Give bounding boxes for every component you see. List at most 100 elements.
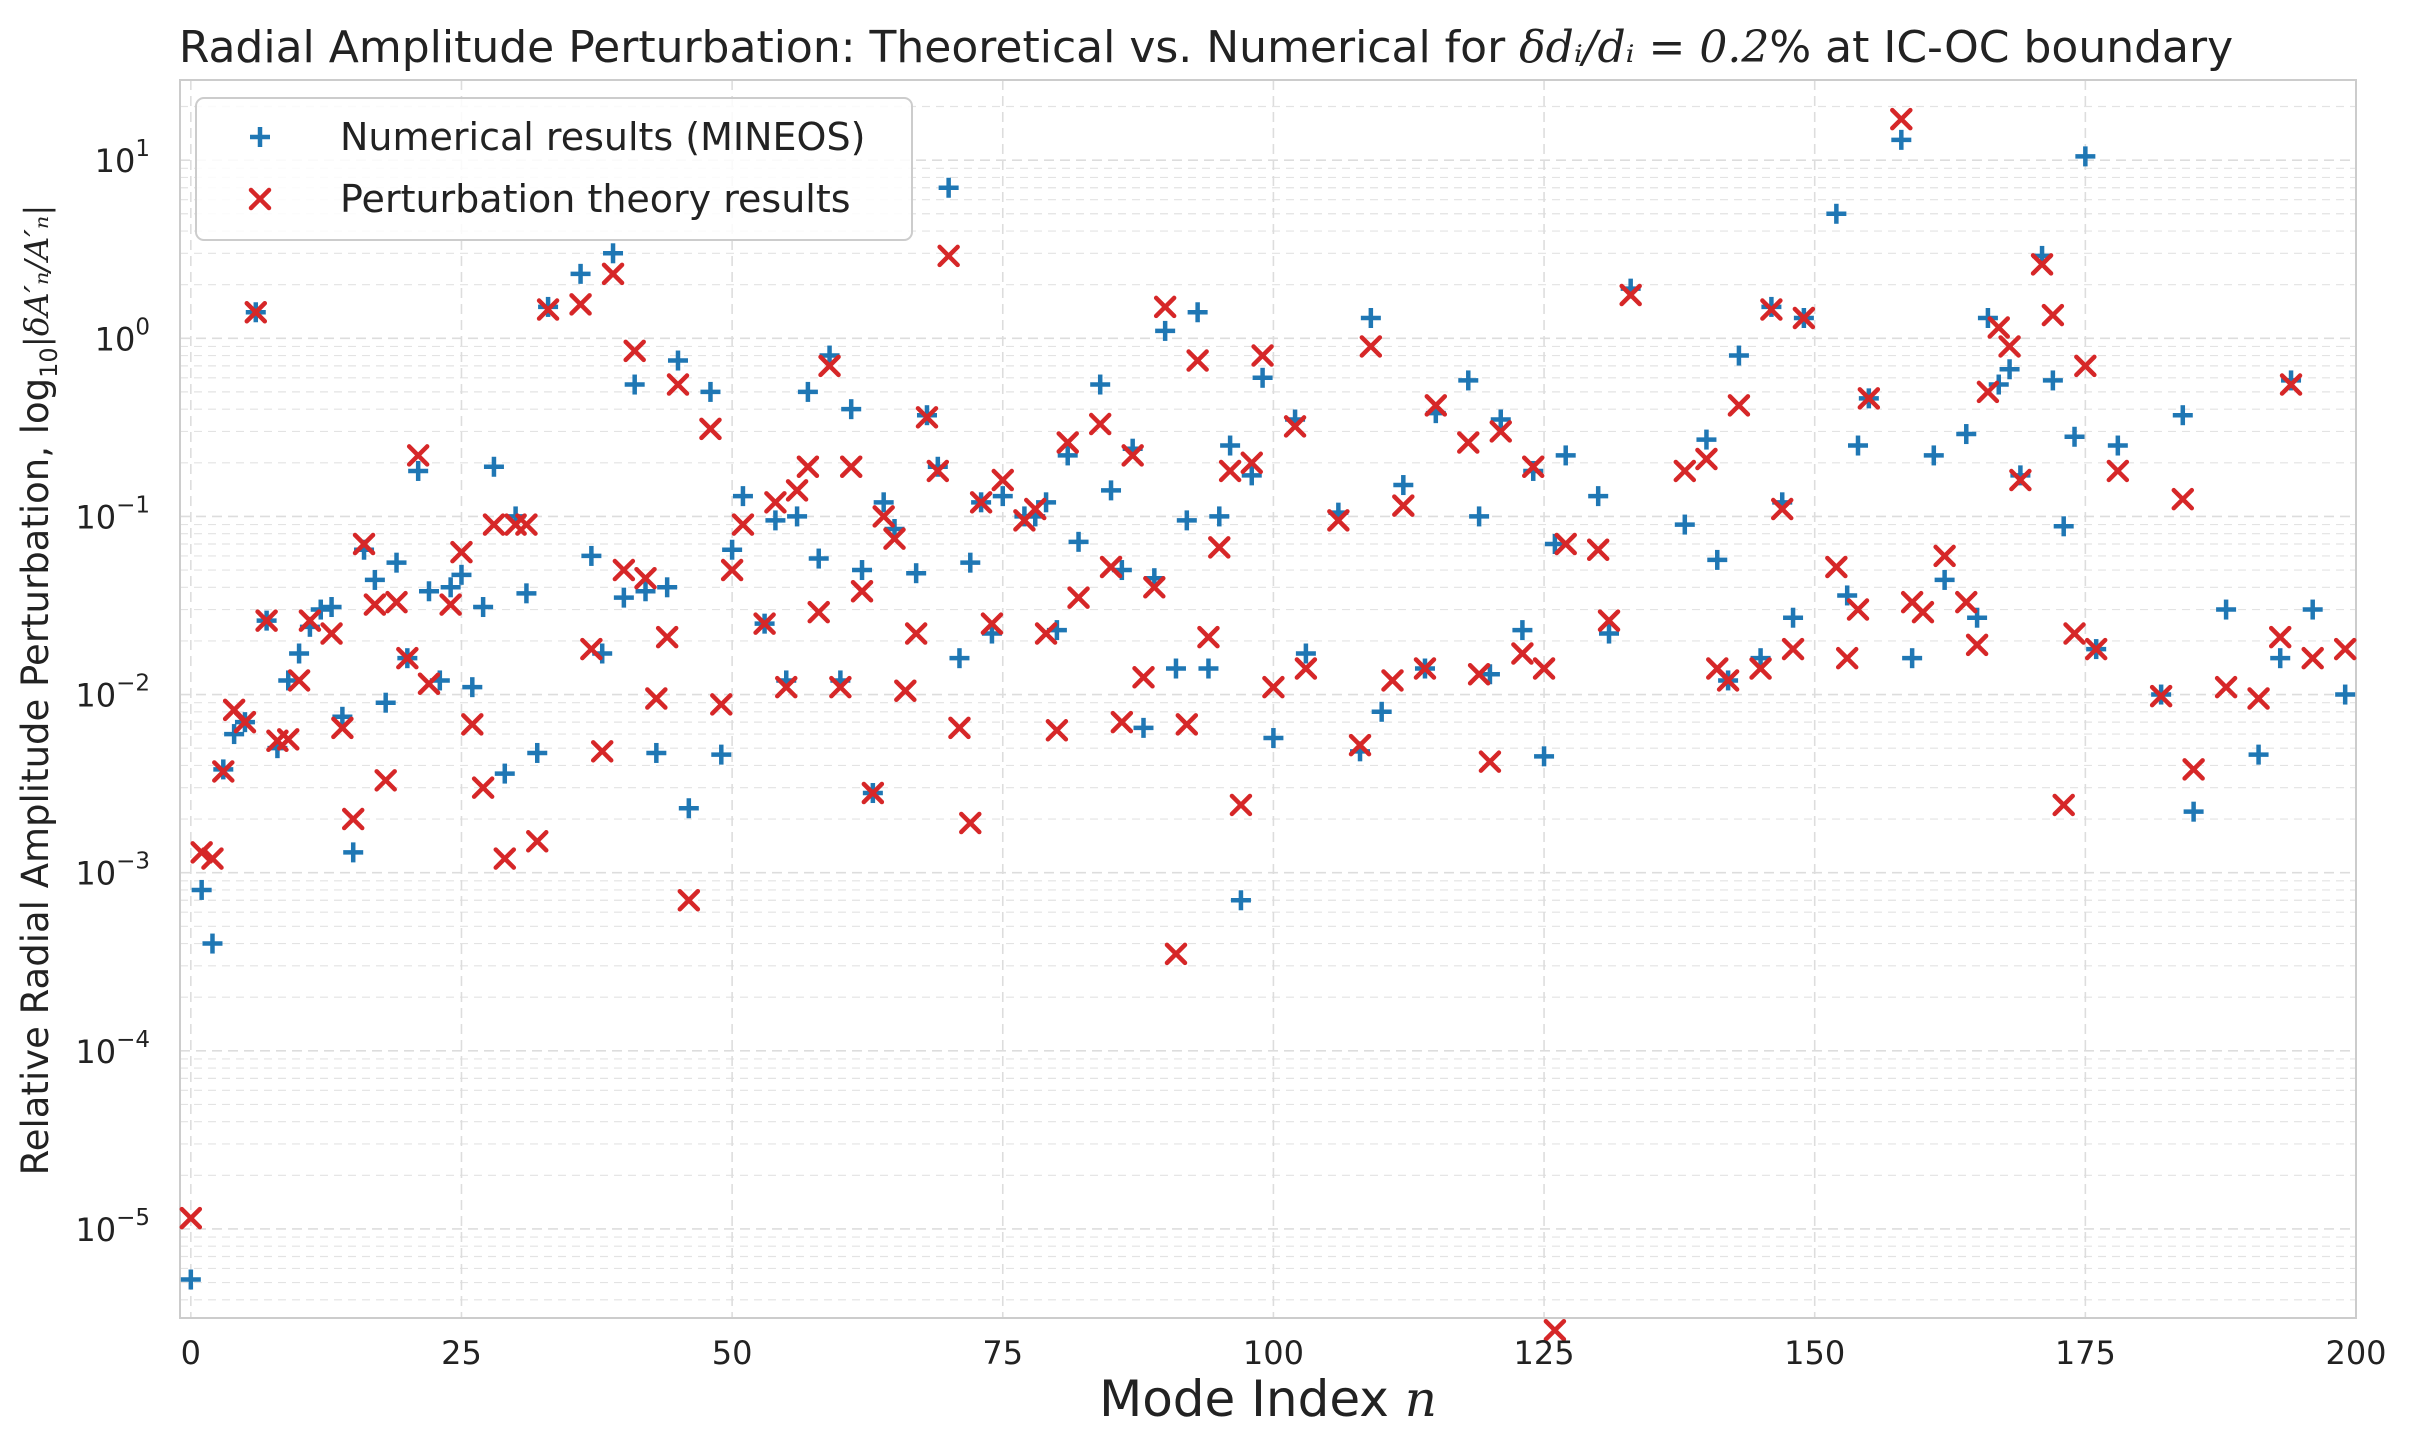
data-point-theory — [1597, 609, 1621, 632]
data-point-theory — [850, 580, 874, 603]
minor-grid — [180, 105, 2356, 1301]
data-point-numerical — [819, 345, 840, 366]
data-point-theory — [1294, 657, 1318, 680]
data-point-theory — [655, 625, 679, 649]
data-point-theory — [2009, 468, 2032, 492]
data-point-theory — [255, 609, 278, 632]
data-point-numerical — [2302, 599, 2323, 620]
data-point-theory — [1760, 298, 1783, 321]
data-point-theory — [482, 513, 506, 536]
data-point-numerical — [180, 1269, 201, 1290]
data-point-numerical — [808, 548, 829, 569]
data-point-theory — [1099, 555, 1123, 579]
data-point-theory — [1976, 380, 2000, 404]
data-point-theory — [1359, 335, 1383, 358]
data-point-theory — [580, 637, 603, 661]
data-point-theory — [320, 622, 343, 645]
data-point-numerical — [635, 581, 656, 602]
data-point-numerical — [1534, 746, 1555, 767]
data-point-theory — [1067, 586, 1090, 609]
legend-marker-theory — [248, 187, 272, 211]
x-tick-label: 75 — [982, 1334, 1023, 1372]
data-point-numerical — [1674, 514, 1695, 535]
y-axis-label: Relative Radial Amplitude Perturbation, … — [14, 205, 63, 1176]
data-point-theory — [753, 612, 776, 635]
data-point-theory — [915, 406, 939, 429]
data-point-numerical — [2183, 801, 2204, 822]
x-tick-label: 100 — [1243, 1334, 1304, 1372]
data-point-numerical — [852, 560, 873, 581]
data-point-theory — [1857, 387, 1881, 410]
plot-frame — [179, 79, 2357, 1319]
legend-label-theory: Perturbation theory results — [340, 177, 851, 221]
data-point-theory — [645, 687, 668, 710]
x-axis-label: Mode Index n — [1099, 1370, 1437, 1428]
data-point-theory — [385, 590, 408, 614]
data-point-theory — [969, 491, 993, 514]
data-point-theory — [710, 693, 733, 716]
data-point-numerical — [732, 486, 753, 507]
x-axis-label-math: n — [1405, 1370, 1437, 1428]
data-point-numerical — [332, 706, 353, 727]
data-point-numerical — [473, 597, 494, 618]
data-point-numerical — [1101, 480, 1122, 501]
data-point-theory — [2052, 793, 2075, 817]
data-point-numerical — [1728, 345, 1749, 366]
data-point-numerical — [462, 677, 483, 698]
data-point-theory — [1998, 335, 2021, 358]
data-point-theory — [1532, 657, 1556, 680]
data-point-numerical — [960, 552, 981, 573]
data-point-theory — [233, 710, 257, 734]
data-point-numerical — [310, 599, 331, 620]
data-point-theory — [515, 513, 538, 536]
legend-label-numerical: Numerical results (MINEOS) — [340, 115, 865, 159]
data-point-numerical — [603, 243, 624, 264]
data-point-numerical — [494, 763, 515, 784]
data-point-theory — [1121, 444, 1144, 467]
data-point-numerical — [787, 506, 808, 527]
data-point-numerical — [624, 374, 645, 395]
data-point-numerical — [1696, 429, 1717, 450]
data-point-theory — [1023, 497, 1047, 521]
data-point-theory — [612, 558, 636, 582]
data-point-theory — [331, 716, 354, 740]
data-point-theory — [904, 622, 928, 645]
data-point-numerical — [1956, 424, 1977, 445]
data-point-theory — [1478, 750, 1502, 773]
data-point-numerical — [646, 742, 667, 763]
data-point-numerical — [224, 724, 245, 745]
data-point-theory — [2171, 487, 2195, 511]
data-point-numerical — [2075, 146, 2096, 167]
data-point-numerical — [289, 643, 310, 664]
data-point-numerical — [992, 486, 1013, 507]
data-point-numerical — [2053, 516, 2074, 537]
data-point-theory — [1034, 622, 1058, 645]
data-point-numerical — [1230, 890, 1251, 911]
data-point-theory — [764, 491, 787, 514]
data-point-theory — [2268, 625, 2292, 649]
data-point-theory — [471, 776, 495, 799]
data-point-numerical — [1588, 486, 1609, 507]
data-point-theory — [1489, 420, 1513, 443]
legend-marker-numerical — [250, 127, 270, 147]
data-point-numerical — [722, 539, 743, 560]
y-tick-base: 10 — [75, 498, 116, 536]
data-point-numerical — [1360, 307, 1381, 328]
data-point-numerical — [1458, 370, 1479, 391]
data-point-theory — [2063, 622, 2086, 645]
data-point-numerical — [343, 842, 364, 863]
y-tick-label: 10−2 — [75, 671, 150, 715]
data-point-theory — [1348, 733, 1372, 757]
data-point-numerical — [375, 692, 396, 713]
data-point-numerical — [1750, 648, 1771, 669]
data-point-numerical — [667, 350, 688, 371]
x-tick-label: 150 — [1784, 1334, 1845, 1372]
data-point-numerical — [1999, 359, 2020, 380]
legend-box — [195, 97, 913, 241]
series-layer — [179, 107, 2357, 1342]
data-point-theory — [1208, 536, 1231, 559]
data-point-numerical — [949, 648, 970, 669]
data-point-theory — [861, 781, 885, 805]
data-point-numerical — [1826, 203, 1847, 224]
